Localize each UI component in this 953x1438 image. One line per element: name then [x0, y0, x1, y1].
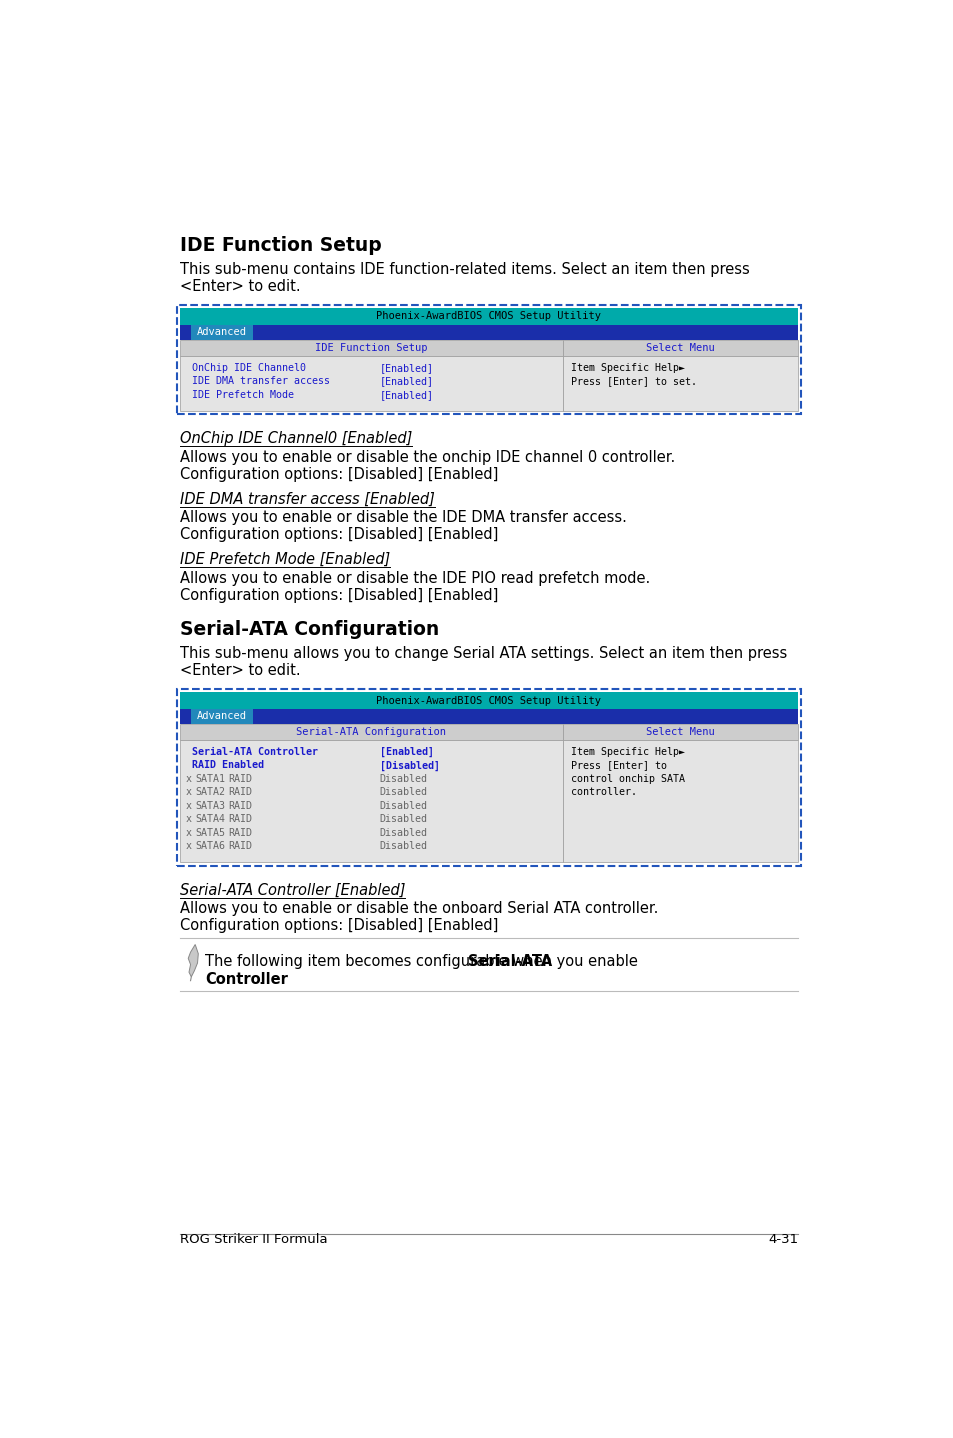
- Bar: [179, 339, 562, 355]
- Text: x: x: [186, 841, 192, 851]
- Text: RAID: RAID: [229, 788, 253, 798]
- Text: OnChip IDE Channel0: OnChip IDE Channel0: [192, 362, 306, 372]
- Text: Phoenix-AwardBIOS CMOS Setup Utility: Phoenix-AwardBIOS CMOS Setup Utility: [376, 696, 600, 706]
- Text: Controller: Controller: [205, 972, 288, 986]
- Text: control onchip SATA: control onchip SATA: [570, 774, 684, 784]
- Text: Serial-ATA Controller [Enabled]: Serial-ATA Controller [Enabled]: [179, 883, 405, 897]
- Text: Disabled: Disabled: [379, 801, 427, 811]
- Text: OnChip IDE Channel0 [Enabled]: OnChip IDE Channel0 [Enabled]: [179, 431, 412, 446]
- Text: SATA4: SATA4: [195, 814, 225, 824]
- Text: x: x: [186, 801, 192, 811]
- Text: [Enabled]: [Enabled]: [379, 746, 434, 758]
- Text: .: .: [257, 972, 262, 986]
- Text: This sub-menu contains IDE function-related items. Select an item then press: This sub-menu contains IDE function-rela…: [179, 262, 749, 278]
- Text: Serial-ATA: Serial-ATA: [467, 953, 552, 969]
- Text: SATA6: SATA6: [195, 841, 225, 851]
- Text: Configuration options: [Disabled] [Enabled]: Configuration options: [Disabled] [Enabl…: [179, 588, 497, 603]
- Bar: [191, 325, 253, 339]
- Text: IDE Prefetch Mode: IDE Prefetch Mode: [192, 390, 294, 400]
- Text: [Enabled]: [Enabled]: [379, 362, 434, 372]
- Bar: [562, 741, 798, 863]
- Text: Select Menu: Select Menu: [645, 342, 714, 352]
- Text: Disabled: Disabled: [379, 774, 427, 784]
- Bar: [562, 339, 798, 355]
- Text: SATA5: SATA5: [195, 828, 225, 838]
- Bar: [179, 741, 562, 863]
- Bar: [191, 709, 253, 723]
- Bar: [176, 305, 801, 414]
- Text: Allows you to enable or disable the onchip IDE channel 0 controller.: Allows you to enable or disable the onch…: [179, 450, 674, 464]
- Text: RAID Enabled: RAID Enabled: [192, 761, 264, 771]
- Text: Advanced: Advanced: [196, 712, 246, 722]
- Text: Configuration options: [Disabled] [Enabled]: Configuration options: [Disabled] [Enabl…: [179, 528, 497, 542]
- Bar: [179, 308, 798, 325]
- Bar: [179, 723, 562, 741]
- Text: RAID: RAID: [229, 801, 253, 811]
- Text: Allows you to enable or disable the onboard Serial ATA controller.: Allows you to enable or disable the onbo…: [179, 902, 658, 916]
- Text: Configuration options: [Disabled] [Enabled]: Configuration options: [Disabled] [Enabl…: [179, 919, 497, 933]
- Text: SATA3: SATA3: [195, 801, 225, 811]
- Text: <Enter> to edit.: <Enter> to edit.: [179, 279, 300, 293]
- Text: x: x: [186, 828, 192, 838]
- Text: IDE Prefetch Mode [Enabled]: IDE Prefetch Mode [Enabled]: [179, 552, 390, 567]
- Text: RAID: RAID: [229, 814, 253, 824]
- Text: IDE Function Setup: IDE Function Setup: [314, 342, 427, 352]
- Text: ROG Striker II Formula: ROG Striker II Formula: [179, 1232, 327, 1245]
- Text: Item Specific Help►: Item Specific Help►: [570, 362, 684, 372]
- Text: Select Menu: Select Menu: [645, 728, 714, 736]
- Text: 4-31: 4-31: [767, 1232, 798, 1245]
- Bar: [179, 355, 562, 411]
- Text: <Enter> to edit.: <Enter> to edit.: [179, 663, 300, 679]
- Text: Allows you to enable or disable the IDE DMA transfer access.: Allows you to enable or disable the IDE …: [179, 510, 626, 525]
- Text: RAID: RAID: [229, 774, 253, 784]
- Text: Disabled: Disabled: [379, 788, 427, 798]
- Bar: [179, 325, 798, 339]
- Text: [Enabled]: [Enabled]: [379, 377, 434, 387]
- Text: SATA1: SATA1: [195, 774, 225, 784]
- Text: IDE Function Setup: IDE Function Setup: [179, 236, 381, 255]
- Text: x: x: [186, 788, 192, 798]
- Text: Item Specific Help►: Item Specific Help►: [570, 746, 684, 756]
- Text: Press [Enter] to: Press [Enter] to: [570, 761, 666, 771]
- Text: x: x: [186, 774, 192, 784]
- Text: Serial-ATA Configuration: Serial-ATA Configuration: [179, 620, 438, 638]
- Text: Disabled: Disabled: [379, 814, 427, 824]
- Text: IDE DMA transfer access: IDE DMA transfer access: [192, 377, 330, 387]
- Text: Press [Enter] to set.: Press [Enter] to set.: [570, 377, 696, 387]
- Text: IDE DMA transfer access [Enabled]: IDE DMA transfer access [Enabled]: [179, 492, 435, 506]
- Text: Serial-ATA Controller: Serial-ATA Controller: [192, 746, 317, 756]
- Bar: [176, 689, 801, 866]
- Text: [Enabled]: [Enabled]: [379, 390, 434, 400]
- Bar: [562, 723, 798, 741]
- Text: Serial-ATA Configuration: Serial-ATA Configuration: [296, 728, 446, 736]
- Text: RAID: RAID: [229, 828, 253, 838]
- Text: Configuration options: [Disabled] [Enabled]: Configuration options: [Disabled] [Enabl…: [179, 467, 497, 482]
- Polygon shape: [188, 945, 198, 976]
- Bar: [179, 709, 798, 723]
- Text: x: x: [186, 814, 192, 824]
- Text: Advanced: Advanced: [196, 326, 246, 336]
- Text: Disabled: Disabled: [379, 841, 427, 851]
- Text: This sub-menu allows you to change Serial ATA settings. Select an item then pres: This sub-menu allows you to change Seria…: [179, 646, 786, 661]
- Text: controller.: controller.: [570, 788, 637, 798]
- Text: RAID: RAID: [229, 841, 253, 851]
- Text: Phoenix-AwardBIOS CMOS Setup Utility: Phoenix-AwardBIOS CMOS Setup Utility: [376, 312, 600, 321]
- Text: Disabled: Disabled: [379, 828, 427, 838]
- Text: SATA2: SATA2: [195, 788, 225, 798]
- Text: The following item becomes configurable when you enable: The following item becomes configurable …: [205, 953, 642, 969]
- Bar: [179, 692, 798, 709]
- Bar: [562, 355, 798, 411]
- Text: Allows you to enable or disable the IDE PIO read prefetch mode.: Allows you to enable or disable the IDE …: [179, 571, 649, 585]
- Text: [Disabled]: [Disabled]: [379, 761, 439, 771]
